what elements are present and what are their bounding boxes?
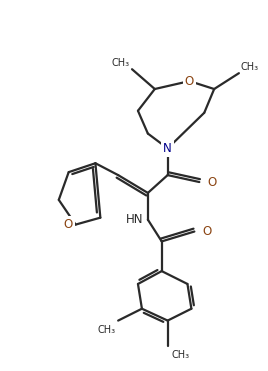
Text: CH₃: CH₃ xyxy=(112,58,130,68)
Text: O: O xyxy=(185,75,194,88)
Text: O: O xyxy=(202,225,211,238)
Text: N: N xyxy=(163,142,172,155)
Text: O: O xyxy=(207,175,217,188)
Text: CH₃: CH₃ xyxy=(172,350,190,360)
Text: CH₃: CH₃ xyxy=(97,325,115,335)
Text: CH₃: CH₃ xyxy=(241,62,259,72)
Text: O: O xyxy=(64,218,73,231)
Text: HN: HN xyxy=(125,213,143,226)
